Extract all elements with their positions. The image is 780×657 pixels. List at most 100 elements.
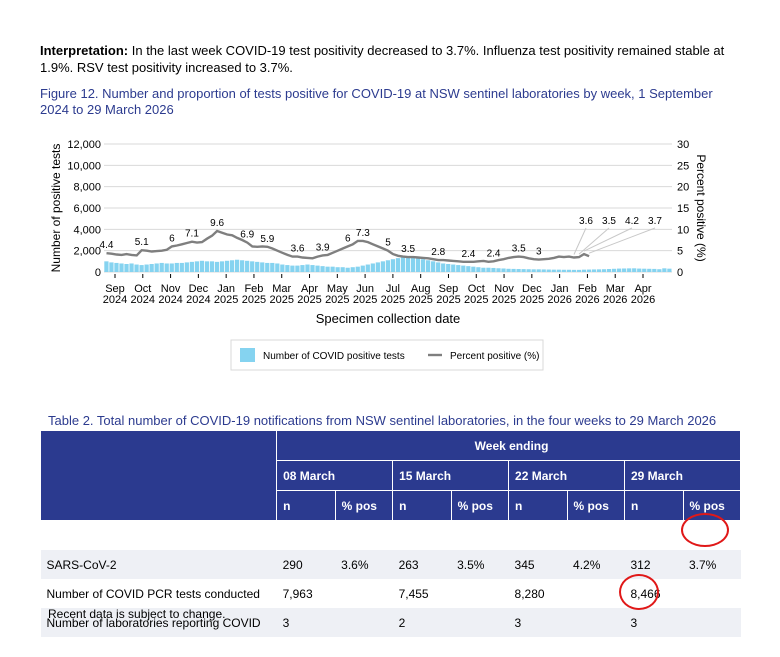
notifications-table: Week ending 08 March 15 March 22 March 2… <box>39 430 742 637</box>
x-tick-year: 2026 <box>575 294 599 306</box>
bar <box>546 269 551 272</box>
cell: 3 <box>624 608 683 637</box>
x-axis-title: Specimen collection date <box>316 311 461 326</box>
cell <box>567 579 625 608</box>
bar <box>556 269 561 272</box>
x-tick-month: Feb <box>244 283 263 295</box>
bar <box>260 262 265 272</box>
data-label: 3.5 <box>401 244 415 255</box>
bar <box>179 262 184 272</box>
y2-tick-label: 30 <box>677 139 689 151</box>
cell <box>683 608 741 637</box>
x-tick-month: Oct <box>134 283 151 295</box>
sub-header-pos: % pos <box>334 490 394 521</box>
bar <box>405 256 411 272</box>
y2-tick-label: 15 <box>677 203 689 215</box>
week-header-1: 08 March <box>276 460 394 491</box>
bar <box>662 268 667 272</box>
bar <box>375 262 380 272</box>
bar <box>446 264 451 272</box>
bar <box>214 261 220 272</box>
bar <box>521 269 526 272</box>
y-tick-label: 6,000 <box>73 203 101 215</box>
percent-positive-line <box>106 229 590 264</box>
x-tick-year: 2025 <box>520 294 544 306</box>
bar <box>415 258 421 272</box>
bar <box>652 268 657 272</box>
bar <box>219 261 225 272</box>
bar <box>335 267 340 272</box>
x-tick-year: 2025 <box>353 294 377 306</box>
week-header-2: 15 March <box>392 460 510 491</box>
bar <box>637 268 642 272</box>
bar <box>536 269 541 272</box>
bar <box>355 266 360 272</box>
legend-box <box>230 339 544 371</box>
bar <box>451 264 456 272</box>
bar <box>501 268 506 272</box>
bar <box>265 262 270 272</box>
y2-tick-label: 20 <box>677 182 689 194</box>
y2-axis-title: Percent positive (%) <box>694 154 708 261</box>
x-tick-month: Jan <box>217 283 235 295</box>
cell <box>683 579 741 608</box>
bar <box>441 263 446 272</box>
cell: 8,280 <box>508 579 568 608</box>
bar <box>667 268 672 272</box>
bar <box>129 263 134 272</box>
bar <box>250 261 255 272</box>
bar <box>114 262 119 272</box>
cell: 3 <box>508 608 568 637</box>
bar <box>184 262 189 272</box>
y-tick-label: 8,000 <box>73 182 101 194</box>
bar <box>164 263 169 272</box>
sub-header-n: n <box>508 490 568 521</box>
bar <box>506 268 511 272</box>
interpretation-label: Interpretation: <box>40 43 129 58</box>
bar <box>571 269 576 272</box>
x-tick-year: 2024 <box>131 294 155 306</box>
bar <box>174 262 179 272</box>
bar <box>300 265 305 272</box>
y-tick-label: 4,000 <box>73 224 101 236</box>
bar <box>209 261 215 272</box>
x-tick-year: 2025 <box>464 294 488 306</box>
bar <box>642 268 647 272</box>
bar <box>410 257 416 272</box>
bar <box>350 267 355 272</box>
bar <box>586 269 592 272</box>
bar <box>390 259 396 272</box>
bar <box>436 262 441 272</box>
data-label: 5 <box>385 238 391 249</box>
data-label: 4.4 <box>100 240 114 251</box>
legend-swatch-bars <box>240 348 255 362</box>
x-tick-year: 2026 <box>631 294 655 306</box>
data-label: 3.6 <box>579 216 593 227</box>
bar <box>632 268 637 272</box>
data-label: 5.9 <box>260 234 274 245</box>
covid-positivity-chart: 0 2,000 4,000 6,000 8,000 10,000 12,000 0 5 10 15 2… <box>49 139 708 371</box>
bar <box>617 268 622 272</box>
cell: 345 <box>508 550 568 579</box>
data-label: 7.3 <box>356 228 370 239</box>
y2-tick-label: 25 <box>677 160 689 172</box>
data-label: 3.5 <box>512 244 526 255</box>
table-row: SARS-CoV-2 290 3.6% 263 3.5% 345 4.2% 31… <box>40 550 741 579</box>
x-tick-year: 2024 <box>186 294 210 306</box>
bar <box>199 260 205 272</box>
bar <box>461 265 466 272</box>
data-label: 2.4 <box>461 249 475 260</box>
data-label-leader <box>578 227 610 255</box>
bar <box>385 260 391 272</box>
bar <box>566 269 571 272</box>
highlight-circle-labs <box>619 574 659 610</box>
x-tick-year: 2025 <box>408 294 432 306</box>
x-tick-month: Apr <box>301 283 318 295</box>
bar <box>194 261 200 272</box>
x-tick-month: Dec <box>189 283 209 295</box>
bar <box>561 269 566 272</box>
bar <box>365 264 370 272</box>
bar <box>471 266 476 272</box>
bar <box>576 269 582 272</box>
data-label: 2.8 <box>431 247 445 258</box>
